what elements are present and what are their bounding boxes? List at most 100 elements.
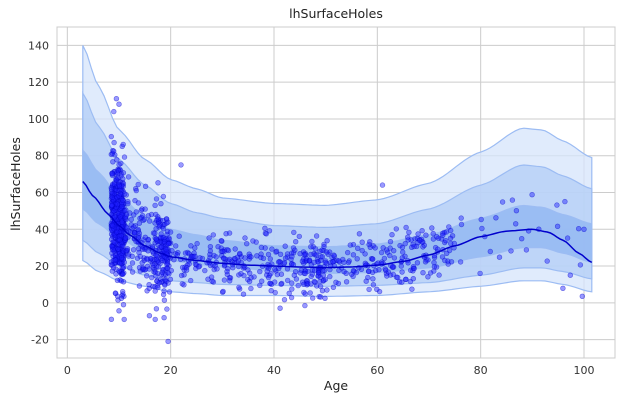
scatter-point	[227, 256, 233, 262]
scatter-point	[116, 308, 122, 314]
scatter-point	[161, 235, 167, 241]
scatter-point	[163, 216, 170, 222]
scatter-point	[336, 258, 342, 264]
scatter-point	[406, 229, 412, 236]
scatter-point	[509, 197, 516, 203]
scatter-point	[281, 297, 288, 303]
scatter-point	[121, 208, 128, 214]
scatter-point	[308, 244, 314, 250]
scatter-point	[443, 238, 449, 244]
scatter-point	[109, 202, 115, 208]
scatter-point	[378, 249, 385, 256]
scatter-point	[289, 280, 295, 286]
scatter-point	[458, 221, 465, 228]
scatter-point	[116, 183, 123, 190]
scatter-point	[110, 197, 117, 203]
scatter-point	[224, 268, 230, 275]
scatter-point	[178, 272, 185, 279]
scatter-point	[117, 214, 123, 220]
scatter-point	[117, 237, 123, 243]
scatter-point	[112, 234, 118, 241]
scatter-point	[236, 284, 242, 291]
scatter-point	[427, 270, 434, 276]
scatter-point	[512, 221, 519, 227]
scatter-point	[518, 236, 525, 242]
scatter-point	[165, 338, 171, 345]
scatter-point	[145, 240, 151, 247]
scatter-point	[142, 234, 149, 241]
scatter-point	[429, 225, 435, 231]
scatter-point	[400, 249, 406, 255]
scatter-point	[111, 139, 117, 146]
scatter-point	[166, 289, 173, 295]
scatter-point	[238, 270, 244, 277]
scatter-point	[301, 252, 307, 258]
scatter-point	[118, 255, 125, 261]
scatter-point	[330, 284, 337, 290]
x-tick-label: 100	[574, 364, 595, 377]
scatter-point	[109, 262, 115, 268]
scatter-point	[267, 256, 273, 262]
scatter-point	[562, 198, 568, 205]
scatter-point	[155, 216, 161, 222]
scatter-point	[281, 259, 288, 266]
scatter-point	[302, 270, 308, 277]
scatter-point	[108, 133, 115, 140]
scatter-point	[399, 244, 406, 251]
scatter-point	[297, 270, 303, 276]
scatter-point	[110, 246, 116, 253]
median-curve	[82, 181, 593, 269]
scatter-point	[145, 213, 152, 219]
scatter-point	[422, 259, 429, 265]
scatter-point	[496, 254, 503, 260]
scatter-point	[333, 279, 339, 285]
scatter-point	[155, 180, 161, 186]
scatter-point	[135, 226, 141, 233]
scatter-point	[138, 207, 145, 214]
plot-area	[56, 26, 616, 359]
scatter-point	[161, 297, 168, 303]
scatter-point	[202, 267, 208, 274]
scatter-point	[285, 277, 291, 284]
scatter-point	[367, 244, 373, 251]
scatter-point	[322, 276, 329, 283]
scatter-point	[289, 286, 295, 292]
scatter-point	[136, 283, 143, 289]
scatter-point	[237, 250, 243, 257]
y-axis-ticks: -20 0 20 40 60 80 100 120 140	[28, 39, 49, 346]
scatter-point	[343, 279, 350, 285]
scatter-point	[390, 271, 396, 278]
scatter-point	[493, 215, 499, 221]
scatter-point	[301, 281, 307, 287]
scatter-point	[130, 247, 137, 253]
scatter-point	[442, 257, 448, 264]
scatter-point	[272, 266, 278, 272]
scatter-point	[152, 269, 159, 275]
scatter-point	[140, 266, 146, 272]
scatter-point	[108, 186, 115, 193]
y-tick-label: 120	[28, 76, 49, 89]
scatter-point	[350, 268, 357, 274]
scatter-point	[411, 243, 417, 250]
scatter-point	[370, 276, 376, 282]
scatter-point	[163, 246, 169, 253]
scatter-point	[267, 280, 273, 287]
scatter-point	[350, 252, 357, 258]
scatter-point	[241, 272, 247, 279]
scatter-point	[363, 278, 369, 284]
scatter-point	[142, 206, 148, 212]
scatter-point	[210, 232, 217, 238]
scatter-point	[425, 274, 431, 280]
scatter-point	[160, 193, 167, 200]
scatter-point	[420, 270, 426, 276]
scatter-point	[248, 275, 254, 281]
scatter-point	[161, 267, 167, 273]
scatter-point	[113, 271, 119, 277]
scatter-point	[295, 282, 301, 289]
scatter-point	[291, 272, 297, 278]
scatter-point	[224, 247, 230, 253]
scatter-point	[116, 101, 122, 107]
scatter-point	[153, 264, 160, 270]
scatter-point	[353, 269, 360, 276]
